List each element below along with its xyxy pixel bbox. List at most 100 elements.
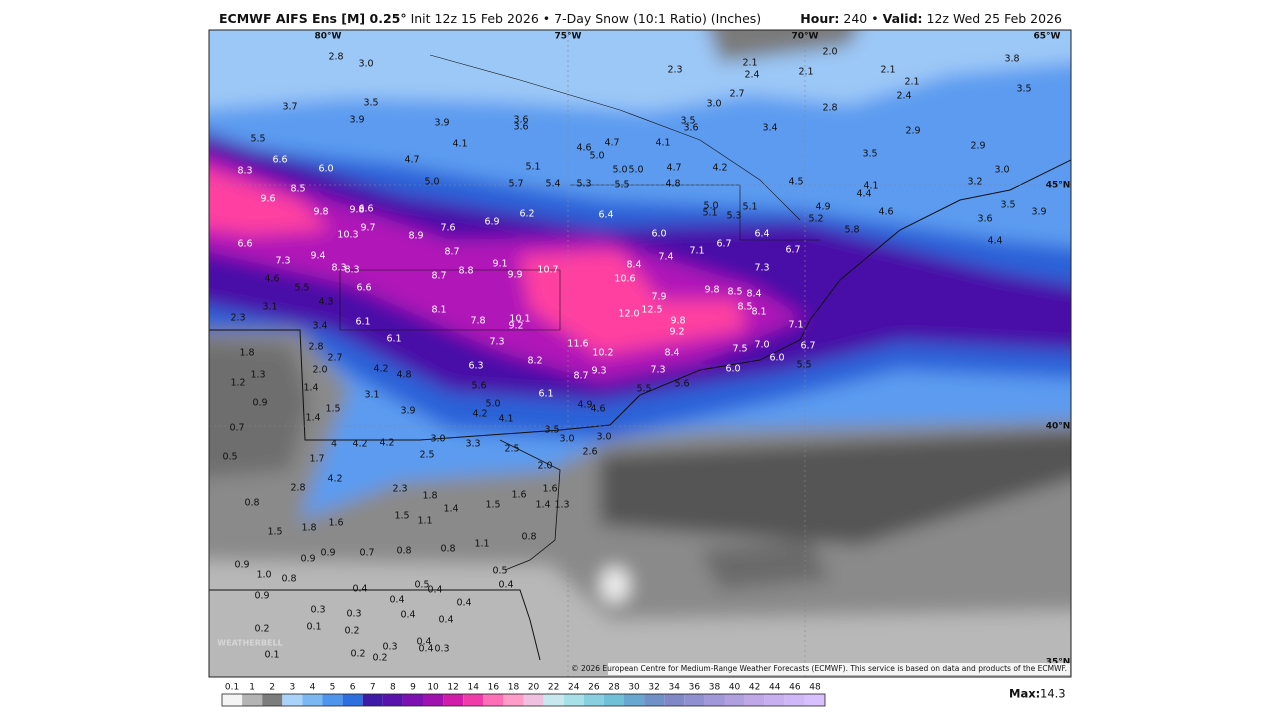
map-value-label: 1.5 [325, 404, 340, 415]
map-value-label: 9.8 [313, 207, 328, 218]
map-value-label: 0.8 [281, 574, 296, 585]
map-value-label: 1.3 [250, 370, 265, 381]
colorbar-tick-label: 26 [588, 683, 600, 693]
map-value-label: 3.1 [364, 390, 379, 401]
map-value-label: 8.3 [344, 265, 359, 276]
map-value-label: 8.7 [431, 271, 446, 282]
map-value-label: 3.5 [363, 98, 378, 109]
graticule-label: 35°N [1046, 658, 1071, 668]
colorbar-swatch [624, 694, 645, 706]
map-value-label: 2.3 [230, 313, 245, 324]
map-value-label: 1.4 [305, 413, 320, 424]
colorbar-tick-label: 24 [568, 683, 580, 693]
colorbar-swatch [322, 694, 343, 706]
map-value-label: 0.8 [396, 546, 411, 557]
colorbar-tick-label: 2 [269, 683, 275, 693]
colorbar-swatch [342, 694, 363, 706]
colorbar-tick-label: 42 [749, 683, 760, 693]
map-value-label: 4.8 [665, 179, 680, 190]
map-value-label: 4.5 [788, 177, 803, 188]
map-value-label: 3.6 [513, 115, 528, 126]
colorbar-tick-label: 12 [447, 683, 458, 693]
colorbar-tick-label: 28 [608, 683, 620, 693]
map-value-label: 3.5 [1016, 84, 1031, 95]
map-value-label: 6.6 [272, 155, 287, 166]
map-value-label: 3.9 [1031, 207, 1046, 218]
map-value-label: 4.9 [815, 202, 830, 213]
map-value-label: 2.1 [880, 65, 895, 76]
map-value-label: 3.4 [312, 321, 327, 332]
map-value-label: 5.4 [545, 179, 560, 190]
map-value-label: 1.6 [511, 490, 526, 501]
map-value-label: 5.0 [703, 201, 718, 212]
colorbar-swatch [242, 694, 263, 706]
colorbar-swatch [423, 694, 444, 706]
colorbar-swatch [402, 694, 423, 706]
colorbar-swatch [523, 694, 544, 706]
map-value-label: 4.1 [452, 139, 467, 150]
map-value-label: 0.8 [521, 532, 536, 543]
map-value-label: 1.1 [417, 516, 432, 527]
map-value-label: 4.1 [655, 138, 670, 149]
map-value-label: 0.8 [244, 498, 259, 509]
map-value-label: 10.2 [592, 348, 613, 359]
map-value-label: 2.0 [312, 365, 327, 376]
map-value-label: 5.2 [808, 214, 823, 225]
map-value-label: 0.9 [252, 398, 267, 409]
map-value-label: 1.7 [309, 454, 324, 465]
map-value-label: 0.4 [456, 598, 471, 609]
map-value-label: 6.1 [538, 389, 553, 400]
map-value-label: 4.2 [373, 364, 388, 375]
colorbar-swatch [302, 694, 323, 706]
map-value-label: 10.6 [614, 274, 635, 285]
map-value-label: 3.0 [706, 99, 721, 110]
max-value: 14.3 [1040, 687, 1066, 701]
map-value-label: 4 [331, 439, 337, 450]
map-value-label: 5.6 [674, 379, 689, 390]
map-value-label: 2.1 [742, 58, 757, 69]
map-value-label: 9.2 [508, 321, 523, 332]
map-value-label: 7.0 [754, 340, 769, 351]
map-value-label: 8.3 [331, 263, 346, 274]
map-value-label: 4.7 [404, 155, 419, 166]
colorbar-tick-label: 16 [488, 683, 500, 693]
map-value-label: 0.5 [492, 566, 507, 577]
map-value-label: 3.5 [544, 425, 559, 436]
map-value-label: 4.7 [666, 163, 681, 174]
map-value-label: 6.9 [484, 217, 499, 228]
map-value-label: 2.7 [327, 353, 342, 364]
map-value-label: 3.5 [1000, 200, 1015, 211]
map-value-label: 4.3 [318, 297, 333, 308]
map-value-label: 9.9 [507, 270, 522, 281]
map-value-label: 8.5 [727, 287, 742, 298]
colorbar-swatch [744, 694, 765, 706]
map-value-label: 0.2 [372, 653, 387, 664]
product: 7-Day Snow (10:1 Ratio) (Inches) [554, 11, 762, 26]
map-value-label: 0.4 [400, 610, 415, 621]
map-value-label: 7.3 [754, 263, 769, 274]
map-value-label: 1.8 [239, 348, 254, 359]
colorbar-swatch [724, 694, 745, 706]
map-value-label: 0.4 [418, 644, 433, 655]
map-value-label: 2.4 [896, 91, 911, 102]
map-value-label: 0.9 [254, 591, 269, 602]
colorbar-swatch [543, 694, 564, 706]
map-value-label: 9.7 [360, 223, 375, 234]
colorbar-swatch [764, 694, 785, 706]
map-value-label: 7.6 [440, 223, 455, 234]
map-value-label: 0.4 [416, 637, 431, 648]
colorbar-tick-label: 40 [729, 683, 741, 693]
colorbar-tick-label: 14 [468, 683, 480, 693]
map-value-label: 1.5 [394, 511, 409, 522]
map-value-label: 4.1 [498, 414, 513, 425]
map-value-label: 0.9 [320, 548, 335, 559]
hour: 240 [843, 11, 868, 26]
map-value-label: 2.0 [822, 47, 837, 58]
map-value-label: 2.7 [729, 89, 744, 100]
valid-label: Valid: [882, 11, 923, 26]
colorbar-tick-label: 38 [709, 683, 721, 693]
map-value-label: 2.3 [667, 65, 682, 76]
map-value-label: 0.4 [427, 585, 442, 596]
map-value-label: 7.8 [470, 316, 485, 327]
